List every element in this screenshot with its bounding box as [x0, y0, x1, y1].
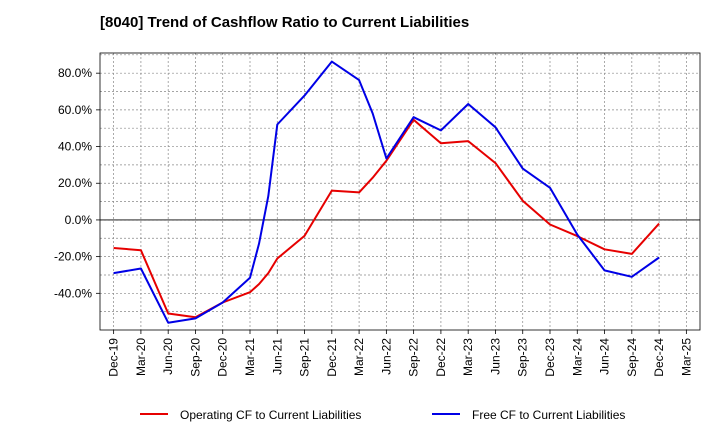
series-lines: [113, 60, 660, 324]
x-tick-label: Dec-23: [543, 338, 557, 377]
x-tick-label: Sep-24: [625, 338, 639, 377]
legend: Operating CF to Current Liabilities Free …: [140, 408, 625, 422]
x-tick-label: Jun-22: [379, 338, 393, 375]
y-tick-label: 40.0%: [58, 140, 92, 154]
x-tick-label: Sep-21: [298, 338, 312, 377]
x-tick-label: Sep-20: [188, 338, 202, 377]
y-tick-label: 20.0%: [58, 176, 92, 190]
x-tick-label: Dec-22: [434, 338, 448, 377]
x-axis-tick-labels: Dec-19 Mar-20 Jun-20 Sep-20 Dec-20 Mar-21 Jun-…: [107, 330, 693, 377]
x-tick-label: Jun-20: [161, 338, 175, 375]
legend-label-2: Free CF to Current Liabilities: [472, 408, 625, 422]
y-axis-tick-labels: 80.0% 60.0% 40.0% 20.0% 0.0% -20.0% -40.0%: [54, 66, 100, 300]
series-line-2: [113, 60, 660, 324]
x-tick-label: Mar-23: [461, 338, 475, 376]
x-tick-label: Mar-20: [134, 338, 148, 376]
gridlines: [100, 53, 700, 330]
y-tick-label: 0.0%: [65, 213, 93, 227]
x-tick-label: Dec-21: [325, 338, 339, 377]
x-tick-label: Sep-22: [407, 338, 421, 377]
y-tick-label: -20.0%: [54, 250, 92, 264]
x-tick-label: Jun-24: [598, 338, 612, 375]
x-tick-label: Mar-24: [570, 338, 584, 376]
plot-area: [99, 52, 701, 331]
x-tick-label: Dec-24: [652, 338, 666, 377]
x-tick-label: Mar-25: [679, 338, 693, 376]
x-tick-label: Dec-20: [216, 338, 230, 377]
y-tick-label: -40.0%: [54, 286, 92, 300]
x-tick-label: Mar-22: [352, 338, 366, 376]
x-tick-label: Jun-21: [270, 338, 284, 375]
legend-label-1: Operating CF to Current Liabilities: [180, 408, 361, 422]
x-tick-label: Sep-23: [516, 338, 530, 377]
y-tick-label: 60.0%: [58, 103, 92, 117]
x-tick-label: Dec-19: [107, 338, 121, 377]
x-tick-label: Mar-21: [243, 338, 257, 376]
x-tick-label: Jun-23: [488, 338, 502, 375]
chart-title: [8040] Trend of Cashflow Ratio to Curren…: [100, 14, 470, 31]
y-tick-label: 80.0%: [58, 66, 92, 80]
